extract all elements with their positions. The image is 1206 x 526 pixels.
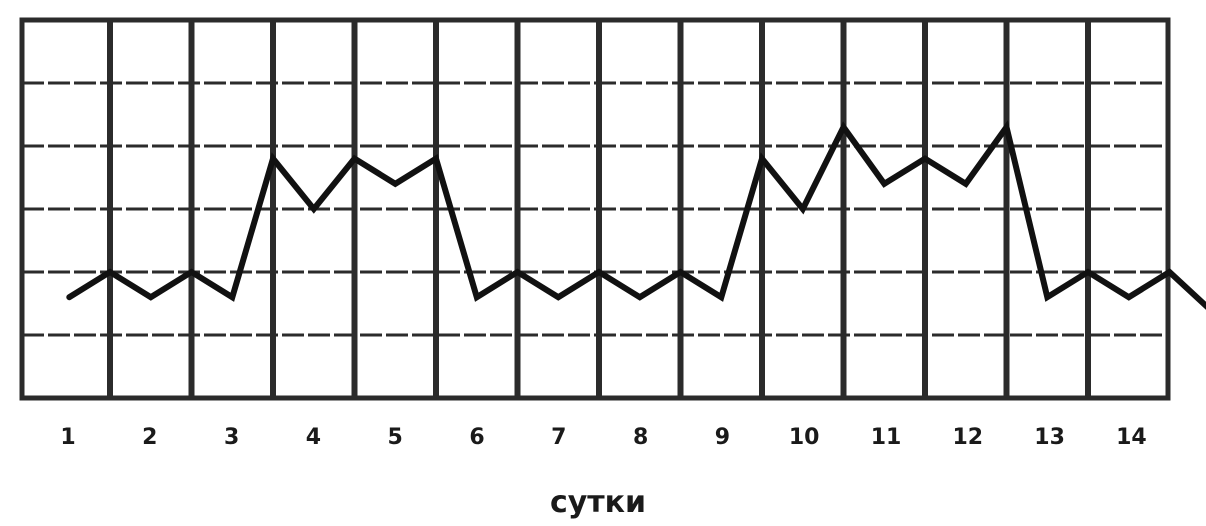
x-tick-label: 1 (60, 425, 75, 450)
series-line (66, 120, 1206, 310)
x-tick-label: 14 (1116, 425, 1147, 450)
x-tick-label: 4 (306, 425, 321, 450)
x-tick-label: 12 (952, 425, 983, 450)
x-tick-label: 13 (1034, 425, 1065, 450)
grid-major-lines (107, 20, 1091, 398)
x-axis-title: сутки (550, 485, 646, 520)
x-tick-label: 9 (715, 425, 730, 450)
series-layer (66, 120, 1206, 310)
x-tick-label: 3 (224, 425, 239, 450)
plot-frame (19, 17, 1171, 401)
x-tick-label: 10 (789, 425, 820, 450)
x-tick-label: 2 (142, 425, 157, 450)
x-tick-labels: 1 2 3 4 5 6 7 8 9 10 11 12 13 14 (60, 425, 1146, 450)
grid-minor-lines (22, 81, 1168, 337)
x-tick-label: 6 (469, 425, 484, 450)
x-tick-label: 5 (388, 425, 403, 450)
x-tick-label: 8 (633, 425, 648, 450)
x-tick-label: 7 (551, 425, 566, 450)
x-tick-label: 11 (871, 425, 902, 450)
